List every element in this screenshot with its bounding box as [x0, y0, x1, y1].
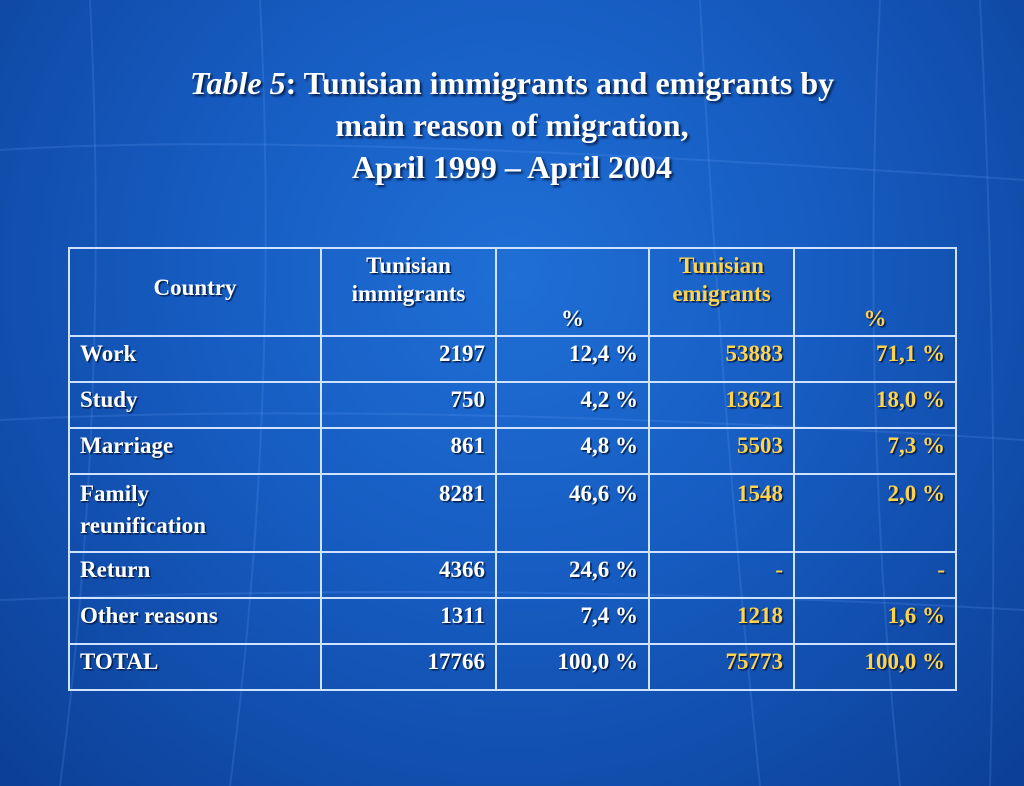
cell-emigrants: 53883 [648, 335, 795, 383]
cell-immigrants: 17766 [320, 643, 497, 691]
cell-immigrants: 1311 [320, 597, 497, 645]
cell-reason: Study [68, 381, 322, 429]
cell-emigrants: 75773 [648, 643, 795, 691]
cell-emigrants: 1548 [648, 473, 795, 553]
title-line1-text: : Tunisian immigrants and emigrants by [285, 65, 835, 101]
table-row-total: TOTAL 17766 100,0 % 75773 100,0 % [68, 643, 957, 691]
cell-emigrants-pct: 71,1 % [793, 335, 957, 383]
cell-emigrants: 1218 [648, 597, 795, 645]
cell-immigrants: 750 [320, 381, 497, 429]
cell-immigrants-pct: 4,8 % [495, 427, 650, 475]
cell-emigrants-pct: 7,3 % [793, 427, 957, 475]
cell-emigrants: 13621 [648, 381, 795, 429]
cell-emigrants: 5503 [648, 427, 795, 475]
table-header-row: Country Tunisian immigrants % Tunisian e… [68, 247, 957, 337]
table-row: Return 4366 24,6 % - - [68, 551, 957, 599]
cell-emigrants: - [648, 551, 795, 599]
title-line2: main reason of migration, [335, 107, 689, 143]
slide-title: Table 5: Tunisian immigrants and emigran… [0, 62, 1024, 188]
cell-reason: Other reasons [68, 597, 322, 645]
cell-immigrants-pct: 46,6 % [495, 473, 650, 553]
migration-table: Country Tunisian immigrants % Tunisian e… [68, 247, 957, 691]
cell-emigrants-pct: 2,0 % [793, 473, 957, 553]
header-country: Country [68, 247, 322, 337]
cell-reason-line1: Family [80, 481, 149, 506]
table-row: Marriage 861 4,8 % 5503 7,3 % [68, 427, 957, 475]
cell-emigrants-pct: 18,0 % [793, 381, 957, 429]
cell-immigrants: 4366 [320, 551, 497, 599]
cell-reason-line2: reunification [80, 513, 207, 538]
header-immigrants: Tunisian immigrants [320, 247, 497, 337]
cell-immigrants: 2197 [320, 335, 497, 383]
cell-immigrants-pct: 7,4 % [495, 597, 650, 645]
cell-reason: Return [68, 551, 322, 599]
title-line3: April 1999 – April 2004 [351, 149, 672, 185]
header-immigrants-pct: % [495, 247, 650, 337]
header-emigrants: Tunisian emigrants [648, 247, 795, 337]
header-emigrants-pct: % [793, 247, 957, 337]
cell-immigrants-pct: 4,2 % [495, 381, 650, 429]
cell-reason: Marriage [68, 427, 322, 475]
cell-emigrants-pct: - [793, 551, 957, 599]
header-emigrants-line2: emigrants [672, 281, 771, 306]
table-row: Family reunification 8281 46,6 % 1548 2,… [68, 473, 957, 553]
cell-emigrants-pct: 1,6 % [793, 597, 957, 645]
cell-immigrants-pct: 12,4 % [495, 335, 650, 383]
cell-immigrants: 861 [320, 427, 497, 475]
cell-reason: Work [68, 335, 322, 383]
cell-immigrants-pct: 24,6 % [495, 551, 650, 599]
title-table-label: Table 5 [189, 65, 286, 101]
header-immigrants-line2: immigrants [351, 281, 466, 306]
table-row: Work 2197 12,4 % 53883 71,1 % [68, 335, 957, 383]
cell-emigrants-pct: 100,0 % [793, 643, 957, 691]
cell-immigrants: 8281 [320, 473, 497, 553]
cell-immigrants-pct: 100,0 % [495, 643, 650, 691]
header-immigrants-line1: Tunisian [366, 253, 451, 278]
table-row: Study 750 4,2 % 13621 18,0 % [68, 381, 957, 429]
table-row: Other reasons 1311 7,4 % 1218 1,6 % [68, 597, 957, 645]
cell-reason: Family reunification [68, 473, 322, 553]
header-emigrants-line1: Tunisian [679, 253, 764, 278]
cell-reason: TOTAL [68, 643, 322, 691]
